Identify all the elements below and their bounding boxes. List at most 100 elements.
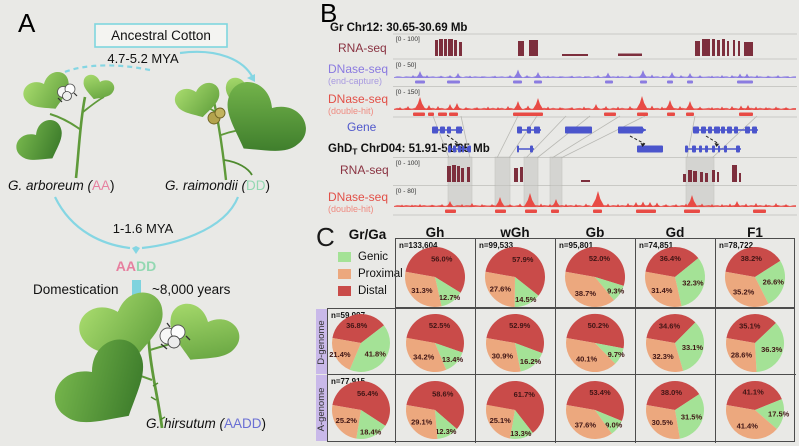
genic-swatch-icon bbox=[338, 251, 351, 262]
pie-slice-distal bbox=[486, 381, 544, 433]
pie-slice-proximal bbox=[645, 404, 680, 440]
pie-cell-Dgenome-wGh bbox=[476, 309, 556, 375]
pie-slice-genic bbox=[675, 258, 706, 307]
pie-slice-label-distal: 35.1% bbox=[739, 321, 761, 330]
pie-slice-distal bbox=[646, 313, 696, 343]
cotton-boll-icon bbox=[57, 83, 78, 103]
pie-cell-Dgenome-Gd bbox=[636, 309, 716, 375]
pie-slice-proximal bbox=[331, 337, 361, 370]
pie-slice-label-proximal: 21.4% bbox=[329, 350, 351, 359]
track-label-dnase-ec: DNase-seq bbox=[328, 62, 388, 76]
legend-item-distal: Distal bbox=[338, 282, 403, 299]
pie-cell-all-Gb bbox=[556, 239, 636, 309]
track-graphics bbox=[394, 39, 796, 213]
hybrid-genome-label: AADD bbox=[116, 258, 156, 274]
pie-cell-Agenome-wGh bbox=[476, 375, 556, 443]
pie-slice-distal bbox=[566, 381, 624, 421]
track-label-gene: Gene bbox=[347, 120, 377, 134]
pie-slice-proximal bbox=[725, 271, 769, 308]
proximal-swatch-icon bbox=[338, 268, 351, 279]
pie-slice-distal bbox=[726, 313, 776, 343]
domestication-time-label: ~8,000 years bbox=[152, 282, 231, 297]
panel-c-label: C bbox=[316, 222, 335, 252]
ancestral-cotton-label: Ancestral Cotton bbox=[111, 28, 211, 43]
pie-chart-F1: 41.1% 17.5% 41.4% bbox=[725, 381, 790, 440]
pie-legend: Genic Proximal Distal bbox=[338, 248, 403, 299]
pie-slice-label-distal: 52.5% bbox=[429, 321, 451, 330]
pie-slice-distal bbox=[485, 246, 546, 296]
pie-slice-label-proximal: 38.7% bbox=[575, 289, 597, 298]
domestication-label: Domestication bbox=[33, 282, 119, 297]
pie-slice-label-proximal: 31.4% bbox=[651, 286, 673, 295]
pie-slice-proximal bbox=[405, 404, 438, 440]
pie-cell-Dgenome-F1 bbox=[716, 309, 796, 375]
pie-slice-label-genic: 33.1% bbox=[682, 343, 704, 352]
pie-chart-wGh: 61.7% 13.3% 25.1% bbox=[485, 381, 544, 440]
d-genome-strip: D-genome bbox=[316, 309, 327, 374]
pie-slice-label-distal: 57.9% bbox=[512, 255, 534, 264]
pie-slice-distal bbox=[566, 313, 625, 349]
pie-n-count: n=78,722 bbox=[719, 241, 754, 250]
pie-slice-label-proximal: 27.6% bbox=[490, 285, 512, 294]
pie-slice-genic bbox=[515, 343, 543, 372]
pie-slice-distal bbox=[486, 313, 545, 354]
pie-slice-genic bbox=[514, 277, 539, 308]
pie-slice-distal bbox=[405, 246, 466, 293]
pie-slice-genic bbox=[595, 410, 622, 434]
pie-cell-Agenome-Gd bbox=[636, 375, 716, 443]
pie-slice-label-genic: 32.3% bbox=[682, 279, 704, 288]
pie-slice-proximal bbox=[485, 271, 515, 307]
pie-slice-distal bbox=[406, 314, 464, 353]
pie-slice-label-distal: 58.6% bbox=[432, 389, 454, 398]
legend-item-proximal: Proximal bbox=[338, 265, 403, 282]
pie-slice-label-distal: 53.4% bbox=[589, 388, 611, 397]
pie-table-top-row-frame bbox=[395, 238, 795, 308]
track-sublabel-dnase-dh-gh: (double-hit) bbox=[328, 204, 374, 214]
distal-swatch-icon bbox=[338, 285, 351, 296]
column-header-gh: Gh bbox=[425, 225, 445, 240]
track-scale-rna-gh: [0 - 100] bbox=[396, 160, 420, 167]
arrowhead-right-icon bbox=[247, 74, 255, 82]
pie-slice-label-distal: 56.4% bbox=[357, 389, 379, 398]
pie-slice-proximal bbox=[565, 404, 612, 439]
pie-slice-label-genic: 14.5% bbox=[515, 295, 537, 304]
pie-slice-label-proximal: 35.2% bbox=[733, 288, 755, 297]
pie-n-count: n=59,997 bbox=[331, 311, 366, 320]
region-header-gh: GhDT ChrD04: 51.91-51.95 Mb bbox=[328, 143, 490, 157]
pie-slice-label-distal: 52.9% bbox=[509, 321, 531, 330]
pie-slice-genic bbox=[349, 325, 390, 372]
pie-chart-Gb: 52.0% 9.3% 38.7% bbox=[565, 246, 626, 307]
g-raimondii-plant-illustration bbox=[175, 77, 306, 181]
pie-slice-label-distal: 38.2% bbox=[741, 254, 763, 263]
pie-slice-label-genic: 41.8% bbox=[365, 350, 387, 359]
g-hirsutum-label: G. hirsutum (AADD) bbox=[146, 416, 266, 431]
pie-slice-label-proximal: 31.3% bbox=[411, 286, 433, 295]
track-scale-rna-gr: [0 - 100] bbox=[396, 36, 420, 43]
cotton-boll-large-icon bbox=[159, 322, 191, 350]
track-label-rna-gh: RNA-seq bbox=[340, 163, 389, 177]
track-label-rna-gr: RNA-seq bbox=[338, 41, 387, 55]
pie-slice-label-genic: 13.3% bbox=[510, 429, 532, 438]
pie-chart-Gb: 53.4% 9.0% 37.6% bbox=[565, 381, 624, 439]
pie-cell-Dgenome-Gh bbox=[396, 309, 476, 375]
pie-slice-label-distal: 34.6% bbox=[659, 321, 681, 330]
g-hirsutum-plant-illustration bbox=[54, 292, 240, 429]
pie-slice-proximal bbox=[725, 337, 757, 372]
pie-slice-distal bbox=[332, 380, 390, 426]
pie-slice-genic bbox=[595, 343, 624, 364]
pie-slice-distal bbox=[406, 381, 464, 430]
pie-slice-distal bbox=[565, 246, 626, 286]
ancestral-cotton-box bbox=[94, 23, 228, 48]
pie-slice-label-distal: 36.8% bbox=[346, 321, 368, 330]
track-label-dnase-dh-gr: DNase-seq bbox=[328, 92, 388, 106]
pie-slice-label-genic: 9.3% bbox=[607, 286, 624, 295]
pie-slice-genic bbox=[435, 343, 463, 370]
hybrid-arc-right bbox=[141, 196, 240, 250]
pie-n-count: n=77,915 bbox=[331, 377, 366, 386]
g-arboreum-label: G. arboreum (AA) bbox=[8, 178, 115, 193]
g-raimondii-label: G. raimondii (DD) bbox=[165, 178, 270, 193]
pie-cell-Dgenome-GrGa bbox=[328, 309, 396, 375]
pie-chart-wGh: 52.9% 16.2% 30.9% bbox=[485, 313, 545, 372]
pie-slice-label-proximal: 30.5% bbox=[652, 418, 674, 427]
